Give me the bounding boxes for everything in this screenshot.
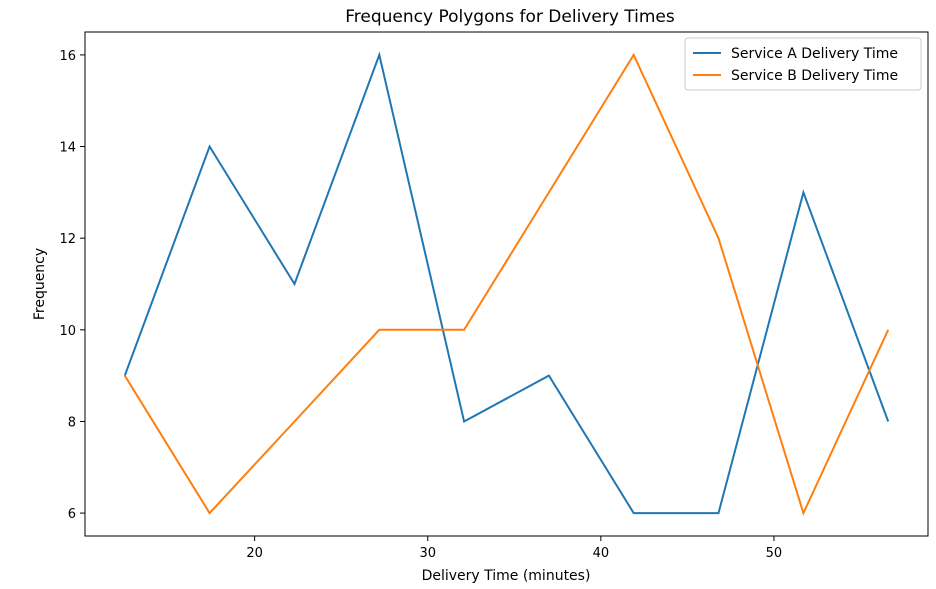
y-tick-label: 8 — [68, 415, 76, 430]
legend-box — [684, 37, 922, 91]
plot-area — [123, 51, 890, 516]
chart-title: Frequency Polygons for Delivery Times — [345, 7, 675, 27]
x-axis-label: Delivery Time (minutes) — [422, 568, 591, 584]
series-line-service-a — [123, 51, 890, 515]
x-tick-label: 50 — [766, 546, 783, 561]
series-line-service-b — [123, 52, 890, 516]
y-tick-label: 16 — [59, 49, 76, 64]
plot-frame — [84, 31, 929, 537]
x-tick-label: 40 — [593, 546, 610, 561]
y-tick-label: 14 — [59, 141, 76, 156]
y-tick-label: 10 — [59, 324, 76, 339]
y-axis-label: Frequency — [32, 248, 48, 320]
y-tick-label: 12 — [59, 232, 76, 247]
y-tick-label: 6 — [68, 507, 76, 522]
legend-label: Service A Delivery Time — [731, 46, 898, 62]
y-axis: 6 8 10 12 14 16 — [59, 49, 85, 522]
legend-label: Service B Delivery Time — [731, 68, 898, 84]
x-axis: 20 30 40 50 — [246, 536, 782, 561]
legend: Service A Delivery Time Service B Deliver… — [684, 37, 922, 91]
x-tick-label: 30 — [419, 546, 436, 561]
x-tick-label: 20 — [246, 546, 263, 561]
